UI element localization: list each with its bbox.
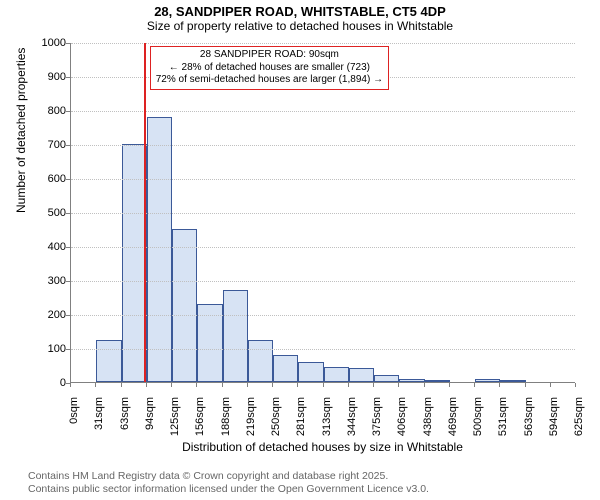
xtick-label: 375sqm: [371, 397, 383, 457]
ytick-mark: [66, 213, 70, 214]
xtick-label: 438sqm: [422, 397, 434, 457]
xtick-mark: [525, 383, 526, 387]
xtick-label: 594sqm: [548, 397, 560, 457]
ytick-mark: [66, 77, 70, 78]
chart-title: 28, SANDPIPER ROAD, WHITSTABLE, CT5 4DP: [0, 0, 600, 19]
xtick-label: 156sqm: [194, 397, 206, 457]
xtick-mark: [297, 383, 298, 387]
ytick-label: 800: [26, 105, 66, 117]
xtick-label: 563sqm: [523, 397, 535, 457]
histogram-bar: [172, 229, 197, 382]
grid-line: [71, 247, 575, 248]
xtick-mark: [348, 383, 349, 387]
xtick-mark: [171, 383, 172, 387]
xtick-label: 94sqm: [144, 397, 156, 457]
grid-line: [71, 111, 575, 112]
ytick-label: 300: [26, 275, 66, 287]
xtick-label: 63sqm: [119, 397, 131, 457]
xtick-mark: [146, 383, 147, 387]
histogram-bar: [96, 340, 121, 383]
xtick-mark: [550, 383, 551, 387]
ytick-label: 1000: [26, 37, 66, 49]
xtick-mark: [196, 383, 197, 387]
grid-line: [71, 281, 575, 282]
histogram-bar: [399, 379, 424, 382]
ytick-mark: [66, 145, 70, 146]
marker-line: [144, 43, 146, 382]
xtick-mark: [272, 383, 273, 387]
ytick-mark: [66, 247, 70, 248]
histogram-bar: [374, 375, 399, 382]
ytick-label: 400: [26, 241, 66, 253]
histogram-bar: [324, 367, 349, 382]
xtick-label: 188sqm: [220, 397, 232, 457]
histogram-bar: [349, 368, 374, 382]
ytick-mark: [66, 349, 70, 350]
annotation-line3: 72% of semi-detached houses are larger (…: [156, 74, 383, 87]
xtick-label: 406sqm: [396, 397, 408, 457]
grid-line: [71, 179, 575, 180]
xtick-mark: [499, 383, 500, 387]
xtick-label: 531sqm: [497, 397, 509, 457]
ytick-label: 0: [26, 377, 66, 389]
xtick-label: 344sqm: [346, 397, 358, 457]
xtick-label: 313sqm: [321, 397, 333, 457]
grid-line: [71, 43, 575, 44]
xtick-label: 250sqm: [270, 397, 282, 457]
xtick-mark: [575, 383, 576, 387]
ytick-label: 500: [26, 207, 66, 219]
xtick-mark: [222, 383, 223, 387]
xtick-label: 500sqm: [472, 397, 484, 457]
chart-container: Number of detached properties 28 SANDPIP…: [0, 38, 600, 458]
annotation-box: 28 SANDPIPER ROAD: 90sqm ← 28% of detach…: [150, 46, 389, 90]
plot-area: 28 SANDPIPER ROAD: 90sqm ← 28% of detach…: [70, 43, 575, 383]
ytick-mark: [66, 281, 70, 282]
xtick-label: 219sqm: [245, 397, 257, 457]
ytick-label: 100: [26, 343, 66, 355]
grid-line: [71, 145, 575, 146]
xtick-mark: [70, 383, 71, 387]
xtick-mark: [247, 383, 248, 387]
grid-line: [71, 315, 575, 316]
xtick-label: 469sqm: [447, 397, 459, 457]
xtick-label: 281sqm: [295, 397, 307, 457]
ytick-label: 600: [26, 173, 66, 185]
ytick-mark: [66, 179, 70, 180]
histogram-bar: [248, 340, 273, 383]
footer-line2: Contains public sector information licen…: [28, 483, 429, 496]
ytick-label: 900: [26, 71, 66, 83]
xtick-label: 625sqm: [573, 397, 585, 457]
xtick-label: 0sqm: [68, 397, 80, 457]
xtick-mark: [424, 383, 425, 387]
histogram-bar: [500, 380, 525, 382]
xtick-mark: [121, 383, 122, 387]
xtick-mark: [474, 383, 475, 387]
xtick-mark: [449, 383, 450, 387]
ytick-label: 700: [26, 139, 66, 151]
histogram-bar: [273, 355, 298, 382]
chart-subtitle: Size of property relative to detached ho…: [0, 19, 600, 35]
xtick-label: 31sqm: [93, 397, 105, 457]
xtick-label: 125sqm: [169, 397, 181, 457]
ytick-label: 200: [26, 309, 66, 321]
grid-line: [71, 349, 575, 350]
histogram-bar: [475, 379, 500, 382]
histogram-bar: [425, 380, 450, 382]
footer: Contains HM Land Registry data © Crown c…: [28, 470, 429, 496]
histogram-bar: [147, 117, 172, 382]
xtick-mark: [95, 383, 96, 387]
footer-line1: Contains HM Land Registry data © Crown c…: [28, 470, 429, 483]
xtick-mark: [373, 383, 374, 387]
annotation-line1: 28 SANDPIPER ROAD: 90sqm: [156, 49, 383, 62]
xtick-mark: [398, 383, 399, 387]
histogram-bar: [223, 290, 248, 382]
ytick-mark: [66, 43, 70, 44]
annotation-line2: ← 28% of detached houses are smaller (72…: [156, 62, 383, 75]
grid-line: [71, 213, 575, 214]
xtick-mark: [323, 383, 324, 387]
ytick-mark: [66, 315, 70, 316]
histogram-bar: [298, 362, 323, 382]
ytick-mark: [66, 111, 70, 112]
